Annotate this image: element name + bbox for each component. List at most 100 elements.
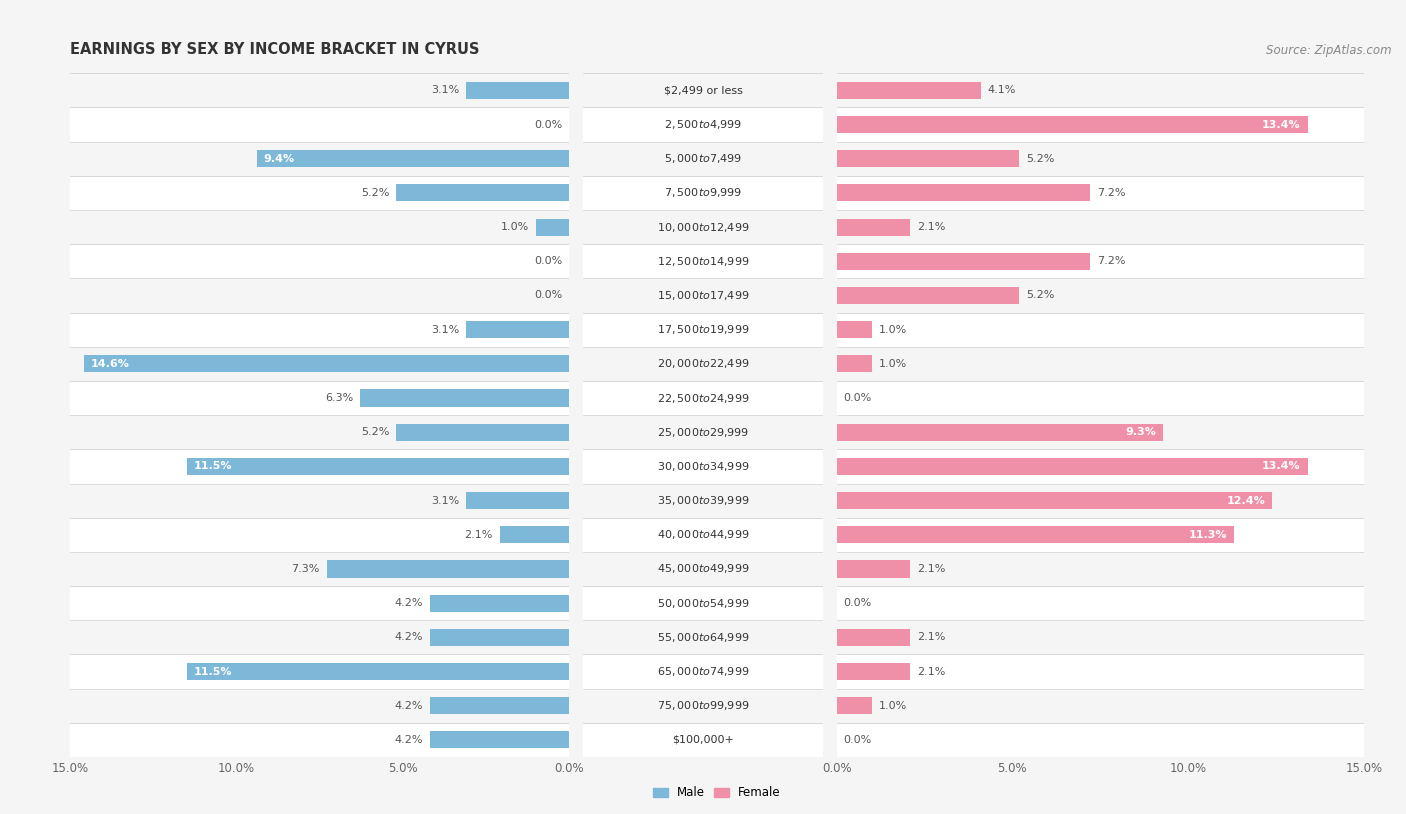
Bar	[837, 492, 1272, 510]
Text: $12,500 to $14,999: $12,500 to $14,999	[657, 255, 749, 268]
Bar	[70, 518, 569, 552]
Text: $5,000 to $7,499: $5,000 to $7,499	[664, 152, 742, 165]
Text: $40,000 to $44,999: $40,000 to $44,999	[657, 528, 749, 541]
Text: EARNINGS BY SEX BY INCOME BRACKET IN CYRUS: EARNINGS BY SEX BY INCOME BRACKET IN CYR…	[70, 42, 479, 57]
Text: $15,000 to $17,499: $15,000 to $17,499	[657, 289, 749, 302]
Bar	[430, 628, 569, 646]
Text: 4.2%: 4.2%	[395, 701, 423, 711]
Bar	[837, 355, 872, 372]
Text: 3.1%: 3.1%	[432, 325, 460, 335]
Bar	[837, 210, 1364, 244]
Bar	[837, 116, 1308, 133]
Text: $25,000 to $29,999: $25,000 to $29,999	[657, 426, 749, 439]
Bar	[326, 560, 569, 577]
Text: 14.6%: 14.6%	[90, 359, 129, 369]
Bar	[837, 423, 1164, 440]
Bar	[837, 628, 911, 646]
Text: 7.2%: 7.2%	[1097, 256, 1125, 266]
Text: 1.0%: 1.0%	[502, 222, 530, 232]
Bar	[499, 526, 569, 544]
Bar	[396, 423, 569, 440]
Bar	[467, 81, 569, 98]
Bar	[70, 381, 569, 415]
Text: 11.3%: 11.3%	[1188, 530, 1226, 540]
Bar	[837, 150, 1019, 167]
Bar	[583, 347, 823, 381]
Bar	[837, 347, 1364, 381]
Text: $75,000 to $99,999: $75,000 to $99,999	[657, 699, 749, 712]
Text: $2,500 to $4,999: $2,500 to $4,999	[664, 118, 742, 131]
Bar	[70, 484, 569, 518]
Text: 13.4%: 13.4%	[1263, 462, 1301, 471]
Bar	[837, 278, 1364, 313]
Bar	[837, 457, 1308, 475]
Bar	[187, 457, 569, 475]
Text: 5.2%: 5.2%	[1026, 154, 1054, 164]
Text: 9.3%: 9.3%	[1126, 427, 1156, 437]
Bar	[583, 176, 823, 210]
Bar	[837, 560, 911, 577]
Bar	[837, 723, 1364, 757]
Bar	[837, 697, 872, 715]
Bar	[70, 244, 569, 278]
Text: 11.5%: 11.5%	[194, 667, 232, 676]
Text: $2,499 or less: $2,499 or less	[664, 85, 742, 95]
Text: $10,000 to $12,499: $10,000 to $12,499	[657, 221, 749, 234]
Text: $20,000 to $22,499: $20,000 to $22,499	[657, 357, 749, 370]
Bar	[583, 210, 823, 244]
Bar	[837, 654, 1364, 689]
Text: 0.0%: 0.0%	[844, 393, 872, 403]
Bar	[837, 663, 911, 681]
Bar	[583, 518, 823, 552]
Bar	[70, 449, 569, 484]
Text: 2.1%: 2.1%	[917, 222, 946, 232]
Bar	[837, 518, 1364, 552]
Bar	[837, 184, 1090, 201]
Bar	[430, 594, 569, 612]
Bar	[837, 586, 1364, 620]
Text: 2.1%: 2.1%	[917, 632, 946, 642]
Bar	[70, 278, 569, 313]
Bar	[70, 415, 569, 449]
Text: $35,000 to $39,999: $35,000 to $39,999	[657, 494, 749, 507]
Text: 12.4%: 12.4%	[1226, 496, 1265, 505]
Bar	[583, 142, 823, 176]
Bar	[837, 218, 911, 235]
Bar	[837, 73, 1364, 107]
Text: 3.1%: 3.1%	[432, 496, 460, 505]
Text: $65,000 to $74,999: $65,000 to $74,999	[657, 665, 749, 678]
Bar	[837, 107, 1364, 142]
Text: $17,500 to $19,999: $17,500 to $19,999	[657, 323, 749, 336]
Text: 7.2%: 7.2%	[1097, 188, 1125, 198]
Bar	[583, 484, 823, 518]
Bar	[583, 278, 823, 313]
Bar	[583, 723, 823, 757]
Bar	[70, 586, 569, 620]
Text: 0.0%: 0.0%	[534, 291, 562, 300]
Bar	[360, 389, 569, 406]
Bar	[257, 150, 569, 167]
Bar	[837, 313, 1364, 347]
Text: 1.0%: 1.0%	[879, 359, 907, 369]
Text: 5.2%: 5.2%	[361, 188, 389, 198]
Bar	[583, 586, 823, 620]
Text: $50,000 to $54,999: $50,000 to $54,999	[657, 597, 749, 610]
Bar	[70, 210, 569, 244]
Text: $55,000 to $64,999: $55,000 to $64,999	[657, 631, 749, 644]
Text: 4.2%: 4.2%	[395, 632, 423, 642]
Bar	[583, 381, 823, 415]
Bar	[837, 381, 1364, 415]
Text: $45,000 to $49,999: $45,000 to $49,999	[657, 562, 749, 575]
Bar	[70, 107, 569, 142]
Text: 6.3%: 6.3%	[325, 393, 353, 403]
Bar	[70, 347, 569, 381]
Text: 4.2%: 4.2%	[395, 598, 423, 608]
Bar	[837, 252, 1090, 269]
Bar	[70, 654, 569, 689]
Text: 1.0%: 1.0%	[879, 701, 907, 711]
Bar	[837, 689, 1364, 723]
Bar	[583, 415, 823, 449]
Bar	[837, 449, 1364, 484]
Text: 2.1%: 2.1%	[464, 530, 494, 540]
Text: 0.0%: 0.0%	[844, 598, 872, 608]
